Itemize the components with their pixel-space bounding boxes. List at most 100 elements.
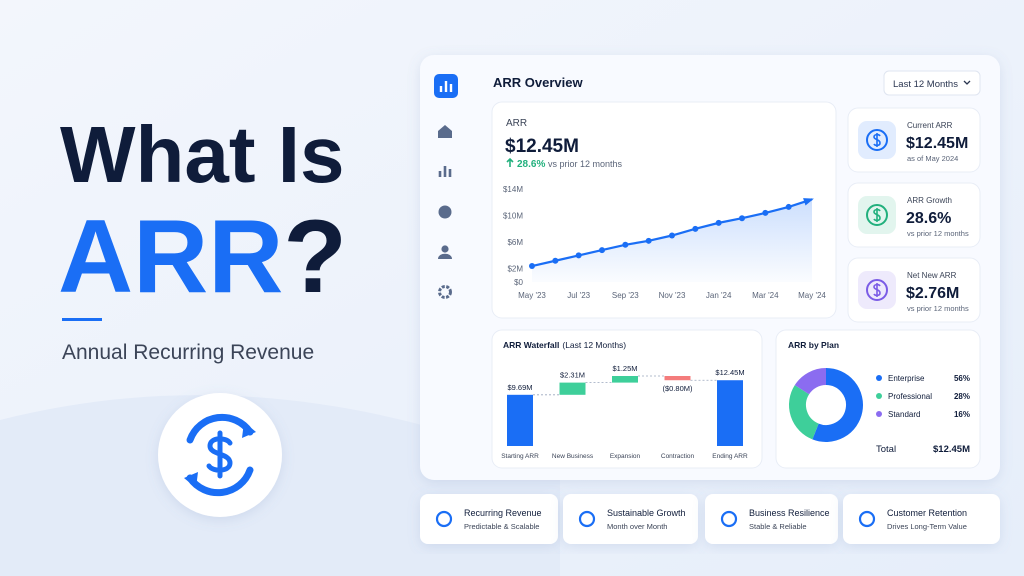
waterfall-title: ARR Waterfall (Last 12 Months) (503, 340, 626, 350)
waterfall-bar (507, 394, 533, 446)
nav-chart[interactable] (438, 166, 452, 177)
x-tick-label: Jul '23 (567, 291, 590, 300)
feature-subtitle: Drives Long-Term Value (887, 522, 967, 531)
nav-pie[interactable] (438, 205, 452, 219)
waterfall-category: Starting ARR (501, 453, 539, 460)
kpi-note: as of May 2024 (907, 154, 958, 163)
hero-mark: ? (283, 199, 347, 315)
hero-rule (62, 318, 102, 321)
feature-subtitle: Stable & Reliable (749, 522, 807, 531)
sidebar (434, 74, 458, 299)
hero-title-accent: ARR? (58, 199, 347, 315)
nav-logo-glyph (439, 81, 453, 92)
kpi-icon-glyph (873, 283, 881, 297)
feature-title: Recurring Revenue (464, 508, 542, 518)
legend-value: 16% (954, 410, 970, 419)
line-arrowhead (803, 198, 814, 206)
arr-label: ARR (506, 118, 527, 129)
waterfall-chart: $9.69M Starting ARR $2.31M New Business $1.2… (501, 364, 748, 460)
hero-accent: ARR (58, 199, 283, 315)
arr-value: $12.45M (505, 136, 579, 157)
feature-card (420, 494, 558, 544)
waterfall-bar (612, 376, 638, 383)
kpi-icon-glyph (873, 208, 881, 222)
donut-segment (789, 385, 820, 440)
period-dropdown[interactable]: Last 12 Months (883, 70, 981, 96)
y-tick-label: $10M (503, 212, 523, 221)
line-point (622, 241, 629, 248)
legend-swatch (876, 393, 882, 399)
waterfall-value-label: $1.25M (612, 364, 637, 373)
dropdown-chevron (963, 80, 971, 85)
waterfall-category: Expansion (610, 453, 641, 460)
arr-up-arrow (506, 157, 514, 167)
x-tick-label: Jan '24 (706, 291, 732, 300)
feature-icon (720, 510, 738, 528)
nav-settings[interactable] (438, 285, 452, 299)
legend-value: 56% (954, 374, 970, 383)
kpi-icon (866, 204, 888, 226)
line-point (645, 237, 652, 244)
waterfall-subtitle: (Last 12 Months) (562, 340, 626, 350)
feature-list: Recurring Revenue Predictable & Scalable S… (420, 494, 1000, 544)
line-point (762, 209, 769, 216)
feature-icon (435, 510, 453, 528)
legend-label: Enterprise (888, 374, 925, 383)
x-tick-label: Nov '23 (659, 291, 686, 300)
nav-home[interactable] (438, 125, 452, 138)
waterfall-value-label: $9.69M (507, 383, 532, 392)
line-point (599, 247, 605, 254)
line-point (669, 232, 675, 239)
x-tick-label: May '23 (518, 291, 546, 300)
donut-title: ARR by Plan (788, 340, 839, 350)
line-point (739, 215, 745, 222)
y-tick-label: $0 (514, 278, 523, 287)
feature-title: Business Resilience (749, 508, 830, 518)
donut-total-value: $12.45M (933, 444, 970, 455)
dropdown-box[interactable] (883, 70, 981, 96)
line-point (715, 219, 722, 226)
legend-label: Professional (888, 392, 932, 401)
nav-user[interactable] (441, 245, 449, 253)
arr-change-note: vs prior 12 months (548, 159, 623, 169)
waterfall-category: Ending ARR (712, 453, 748, 460)
waterfall-category: Contraction (661, 453, 695, 460)
legend-value: 28% (954, 392, 970, 401)
hero-icon-arrowhead (184, 472, 198, 488)
donut-chart: Enterprise 56% Professional 28% Standard 16% (789, 368, 970, 442)
kpi-label: Net New ARR (907, 271, 957, 280)
dropdown-label: Last 12 Months (893, 79, 958, 90)
line-point (575, 252, 582, 259)
kpi-card (847, 257, 981, 323)
kpi-icon (866, 129, 888, 151)
kpi-note: vs prior 12 months (907, 229, 969, 238)
line-point (529, 263, 535, 270)
kpi-card (847, 107, 981, 173)
line-chart: $0 $2M $6M $10M $14M May '23 Jul '23 Sep '23 Nov… (503, 185, 826, 300)
kpi-value: 28.6% (906, 210, 951, 227)
waterfall-title-main: ARR Waterfall (503, 340, 559, 350)
dashboard-title: ARR Overview (493, 75, 583, 90)
waterfall-value-label: $2.31M (560, 371, 585, 380)
kpi-label: ARR Growth (907, 196, 952, 205)
legend-swatch (876, 375, 882, 381)
hero-icon-dollar (206, 430, 233, 479)
hero-title: What Is (60, 110, 344, 199)
waterfall-bar (717, 380, 743, 446)
feature-title: Sustainable Growth (607, 508, 686, 518)
line-point (552, 257, 559, 264)
feature-subtitle: Month over Month (607, 522, 667, 531)
waterfall-bar (664, 376, 691, 381)
hero-icon-arrowhead (242, 422, 256, 438)
feature-card (843, 494, 1000, 544)
kpi-value: $12.45M (906, 135, 968, 152)
y-tick-label: $2M (507, 265, 523, 274)
hero-subtitle: Annual Recurring Revenue (62, 341, 314, 364)
feature-icon (858, 510, 876, 528)
kpi-list: Current ARR $12.45M as of May 2024 ARR Grow… (847, 107, 981, 323)
hero-icon (158, 393, 282, 517)
waterfall-value-label: $12.45M (715, 368, 744, 377)
x-tick-label: Sep '23 (612, 291, 639, 300)
